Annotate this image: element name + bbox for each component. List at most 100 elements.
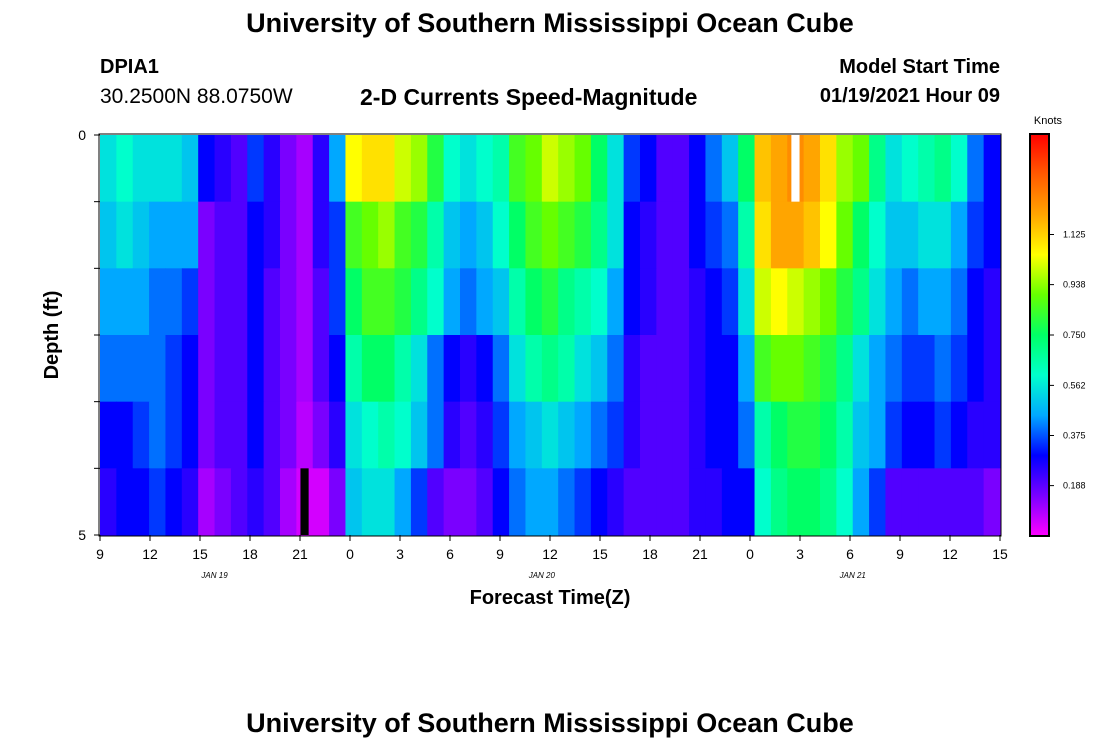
heatmap-cell [754,135,772,203]
heatmap-cell [918,401,936,469]
heatmap-cell [312,268,330,336]
heatmap-cell [394,268,412,336]
y-tick-label: 0 [78,127,86,143]
heatmap-cell [181,268,199,336]
heatmap-cell [901,468,919,536]
heatmap-cell [476,135,494,203]
heatmap-cell [230,201,248,269]
heatmap-cell [329,468,347,536]
heatmap-cell [329,268,347,336]
heatmap-cell [214,401,232,469]
heatmap-cell [165,268,183,336]
heatmap-cell [329,401,347,469]
heatmap-cell [361,135,379,203]
heatmap-markers [300,135,800,535]
heatmap-cell [312,135,330,203]
heatmap-cell [116,135,134,203]
heatmap-cell [230,468,248,536]
heatmap-cell [247,468,265,536]
heatmap-cell [574,201,592,269]
heatmap-cell [885,335,903,403]
heatmap-cell [149,401,167,469]
heatmap-cell [509,135,527,203]
heatmap-cell [378,268,396,336]
heatmap-cell [950,268,968,336]
heatmap-cell [181,335,199,403]
date-labels: JAN 19 JAN 20 JAN 21 [200,571,865,580]
heatmap-cell [967,201,985,269]
heatmap-cell [345,268,363,336]
heatmap-cell [721,401,739,469]
heatmap-cell [885,201,903,269]
heatmap-cell [738,468,756,536]
colorbar-unit: Knots [1034,115,1063,127]
x-tick-label: 15 [192,546,208,562]
x-tick-label: 12 [142,546,158,562]
heatmap-cell [280,268,297,336]
heatmap-cell [820,201,837,269]
heatmap-cell [607,335,625,403]
heatmap-cell [672,135,690,203]
heatmap-cell [754,201,772,269]
heatmap-cell [590,401,608,469]
heatmap-cell [967,135,985,203]
heatmap-cell [296,201,314,269]
heatmap-cell [509,201,527,269]
heatmap-cell [427,335,445,403]
heatmap-cell [558,401,576,469]
heatmap-cell [460,468,477,536]
heatmap-cell [525,135,543,203]
heatmap-cell [476,201,494,269]
heatmap-cell [198,135,216,203]
heatmap-cell [721,201,739,269]
heatmap-cell [918,201,936,269]
x-tick-label: 3 [396,546,404,562]
heatmap-cell [983,335,1001,403]
heatmap-cell [623,401,641,469]
x-tick-label: 6 [846,546,854,562]
heatmap-cell [427,401,445,469]
heatmap-cell [345,135,363,203]
heatmap-cell [476,335,494,403]
heatmap-cell [214,201,232,269]
heatmap-cell [296,135,314,203]
heatmap-cell [410,401,428,469]
max-marker [791,135,800,202]
heatmap-cell [967,401,985,469]
heatmap-cell [280,135,297,203]
heatmap-cell [198,268,216,336]
heatmap-cell [721,468,739,536]
heatmap-cell [509,401,527,469]
heatmap-cell [934,335,952,403]
heatmap-cell [378,401,396,469]
heatmap-cell [149,268,167,336]
heatmap-cell [607,201,625,269]
model-start-label: Model Start Time [839,56,1000,78]
heatmap-cell [754,468,772,536]
heatmap-cell [967,335,985,403]
heatmap-cell [836,135,854,203]
x-axis-title: Forecast Time(Z) [470,587,631,609]
heatmap-cell [983,468,1001,536]
heatmap-cell [885,468,903,536]
heatmap-cell [198,201,216,269]
heatmap-cell [230,135,248,203]
heatmap-cell [950,401,968,469]
heatmap-cell [296,335,314,403]
heatmap-cell [525,268,543,336]
heatmap-cell [803,268,821,336]
heatmap-cell [738,401,756,469]
heatmap-cell [852,268,870,336]
heatmap-cell [852,135,870,203]
heatmap-cell [492,201,510,269]
y-tick-label: 5 [78,527,86,543]
heatmap-cell [640,135,657,203]
heatmap-cell [705,268,723,336]
heatmap-cell [640,468,657,536]
y-axis-title: Depth (ft) [41,291,63,380]
heatmap-cell [329,335,347,403]
heatmap-cell [640,201,657,269]
min-marker [300,468,309,535]
heatmap-cell [116,268,134,336]
heatmap-cell [820,468,837,536]
